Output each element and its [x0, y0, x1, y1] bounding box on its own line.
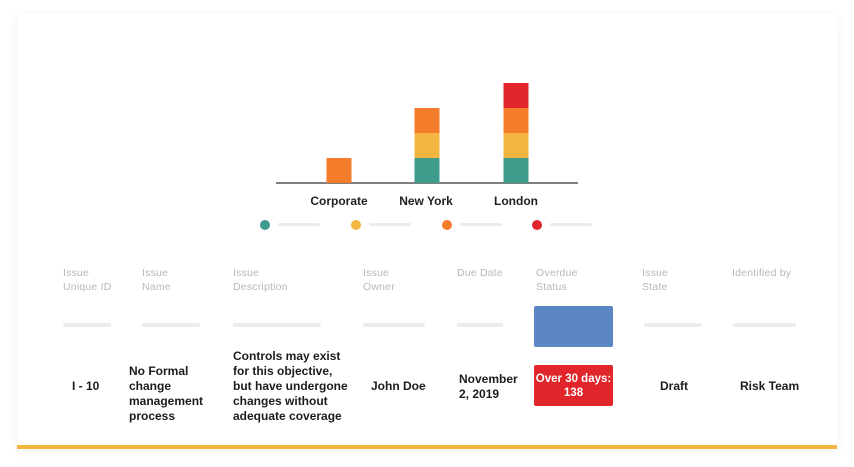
- bar-chart: Corporate New York London: [276, 83, 578, 208]
- bar-segment: [414, 158, 440, 183]
- header-due-date: Due Date: [457, 267, 503, 279]
- issue-description-cell: Controls may exist for this objective, b…: [233, 349, 348, 423]
- overdue-status-badge: Over 30 days: 138: [534, 365, 613, 406]
- header-issue-unique-id: Issue Unique ID: [63, 267, 112, 293]
- issue-id-cell: I - 10: [72, 379, 100, 393]
- placeholder-bar: [363, 323, 425, 327]
- bar-segment: [414, 133, 440, 158]
- bar-segment: [503, 133, 529, 158]
- placeholder-bar: [733, 323, 796, 327]
- legend-dot: [260, 220, 270, 230]
- legend-dot: [532, 220, 542, 230]
- bar-segment: [414, 108, 440, 133]
- issues-card: [17, 14, 837, 449]
- bar-segment: [503, 158, 529, 183]
- header-issue-owner: Issue Owner: [363, 267, 395, 293]
- header-issue-state: Issue State: [642, 267, 669, 293]
- legend-placeholder: [369, 223, 411, 226]
- header-issue-description: Issue Description: [233, 267, 288, 293]
- bar-segment: [326, 158, 352, 183]
- issue-state-cell: Draft: [660, 379, 689, 393]
- legend-dot: [442, 220, 452, 230]
- legend-placeholder: [550, 223, 592, 226]
- legend-dot: [351, 220, 361, 230]
- header-issue-name: Issue Name: [142, 267, 171, 293]
- overdue-status-placeholder: [534, 306, 613, 347]
- header-identified-by: Identified by: [732, 267, 792, 279]
- placeholder-bar: [644, 323, 702, 327]
- placeholder-bar: [457, 323, 503, 327]
- due-date-cell: November 2, 2019: [459, 372, 518, 401]
- identified-by-cell: Risk Team: [740, 379, 800, 393]
- bar-segment: [503, 108, 529, 133]
- header-overdue-status: Overdue Status: [536, 267, 578, 293]
- tick-label-corporate: Corporate: [310, 194, 368, 208]
- tick-label-new-york: New York: [399, 194, 453, 208]
- bar-segment: [503, 83, 529, 108]
- placeholder-bar: [233, 323, 321, 327]
- issue-name-cell: No Formal change management process: [129, 364, 204, 423]
- overdue-status-text: Over 30 days: 138: [535, 372, 612, 399]
- placeholder-bar: [63, 323, 111, 327]
- legend-placeholder: [278, 223, 320, 226]
- legend-placeholder: [460, 223, 502, 226]
- placeholder-bar: [142, 323, 200, 327]
- issue-owner-cell: John Doe: [371, 379, 426, 393]
- tick-label-london: London: [494, 194, 538, 208]
